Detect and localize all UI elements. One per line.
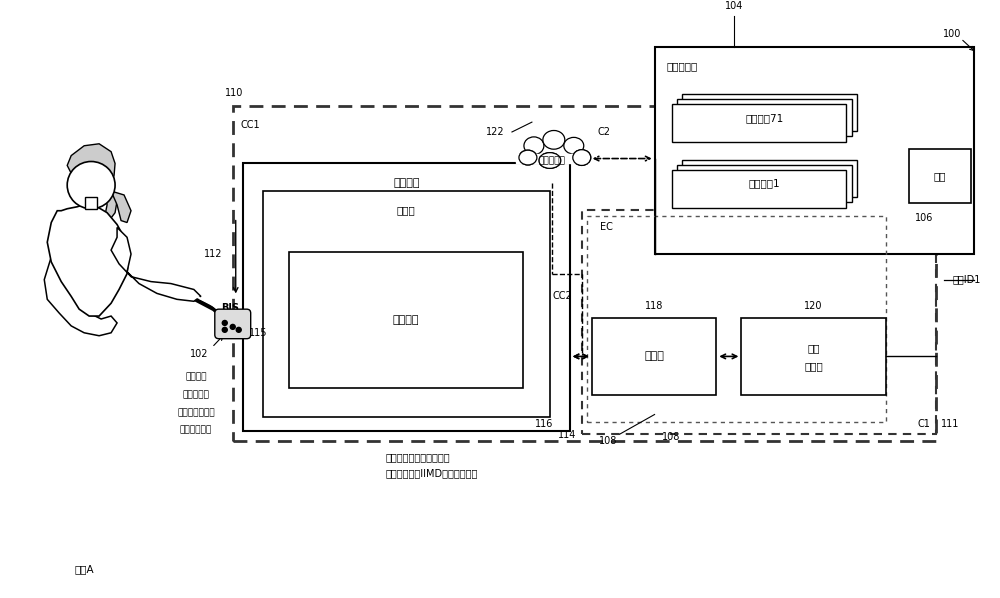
FancyBboxPatch shape xyxy=(516,154,588,163)
Polygon shape xyxy=(111,227,201,301)
Text: 生物特征: 生物特征 xyxy=(185,373,207,382)
Text: 116: 116 xyxy=(535,419,553,429)
Polygon shape xyxy=(47,205,129,316)
Text: 调制: 调制 xyxy=(807,343,820,353)
Text: 110: 110 xyxy=(225,87,243,97)
Circle shape xyxy=(236,327,241,332)
Text: 虚拟图像: 虚拟图像 xyxy=(393,315,419,325)
Text: 计算机网络: 计算机网络 xyxy=(538,156,565,165)
FancyBboxPatch shape xyxy=(682,93,857,131)
Text: 会话ID1: 会话ID1 xyxy=(952,274,981,285)
Ellipse shape xyxy=(519,150,537,165)
Text: 用户A: 用户A xyxy=(74,564,94,574)
FancyBboxPatch shape xyxy=(243,163,570,431)
Text: 118: 118 xyxy=(645,301,663,311)
Text: 122: 122 xyxy=(486,127,504,137)
Text: 120: 120 xyxy=(804,301,823,311)
Text: BIS: BIS xyxy=(221,303,239,313)
Text: （例如、语音、: （例如、语音、 xyxy=(177,408,215,417)
Text: C2: C2 xyxy=(598,127,611,137)
Ellipse shape xyxy=(539,152,561,169)
Text: 会话: 会话 xyxy=(934,171,946,181)
Ellipse shape xyxy=(524,137,544,155)
Text: 解调器: 解调器 xyxy=(804,361,823,371)
FancyBboxPatch shape xyxy=(655,47,974,254)
FancyBboxPatch shape xyxy=(672,105,846,142)
Text: 112: 112 xyxy=(204,249,223,259)
FancyBboxPatch shape xyxy=(215,309,251,338)
Ellipse shape xyxy=(573,150,591,166)
Text: 应用程幱1: 应用程幱1 xyxy=(748,179,780,188)
Text: 111: 111 xyxy=(941,419,959,429)
Text: CC1: CC1 xyxy=(241,120,260,130)
FancyBboxPatch shape xyxy=(592,318,716,395)
Circle shape xyxy=(67,161,115,209)
Text: 计算装置: 计算装置 xyxy=(393,178,420,188)
Text: 台式计算机、IIMD、智能电话）: 台式计算机、IIMD、智能电话） xyxy=(385,469,478,478)
Text: 标识扫描仪: 标识扫描仪 xyxy=(182,390,209,399)
Text: 用户帐成71: 用户帐成71 xyxy=(745,112,783,123)
FancyBboxPatch shape xyxy=(263,191,550,417)
FancyBboxPatch shape xyxy=(672,170,846,208)
Polygon shape xyxy=(44,244,117,335)
Text: 108: 108 xyxy=(599,436,617,446)
FancyBboxPatch shape xyxy=(677,99,852,136)
Text: EC: EC xyxy=(600,221,613,231)
Text: 104: 104 xyxy=(725,1,744,11)
Ellipse shape xyxy=(519,150,537,165)
Ellipse shape xyxy=(573,150,591,166)
Text: C1: C1 xyxy=(918,419,931,429)
Polygon shape xyxy=(67,144,117,221)
Ellipse shape xyxy=(543,130,565,149)
Circle shape xyxy=(230,325,235,329)
Text: 眼睛、指纹）: 眼睛、指纹） xyxy=(180,426,212,435)
Text: 102: 102 xyxy=(190,349,208,359)
Text: 服务器网络: 服务器网络 xyxy=(667,61,698,71)
Text: 108: 108 xyxy=(662,432,681,442)
FancyBboxPatch shape xyxy=(682,160,857,197)
Polygon shape xyxy=(111,191,131,222)
Text: 路由器: 路由器 xyxy=(644,352,664,361)
Circle shape xyxy=(222,327,227,332)
Polygon shape xyxy=(85,197,97,209)
FancyBboxPatch shape xyxy=(909,149,971,203)
FancyBboxPatch shape xyxy=(289,252,523,388)
Text: CC2: CC2 xyxy=(552,291,572,301)
Text: 106: 106 xyxy=(915,213,933,222)
Text: 114: 114 xyxy=(558,430,576,440)
Text: 115: 115 xyxy=(249,328,268,338)
Text: （例如，膏上型计算机、: （例如，膏上型计算机、 xyxy=(385,452,450,462)
Text: 显示屏: 显示屏 xyxy=(397,205,416,215)
Circle shape xyxy=(222,321,227,325)
FancyBboxPatch shape xyxy=(741,318,886,395)
Ellipse shape xyxy=(539,152,561,169)
Text: 100: 100 xyxy=(943,29,961,38)
Ellipse shape xyxy=(564,138,584,154)
FancyBboxPatch shape xyxy=(677,165,852,202)
